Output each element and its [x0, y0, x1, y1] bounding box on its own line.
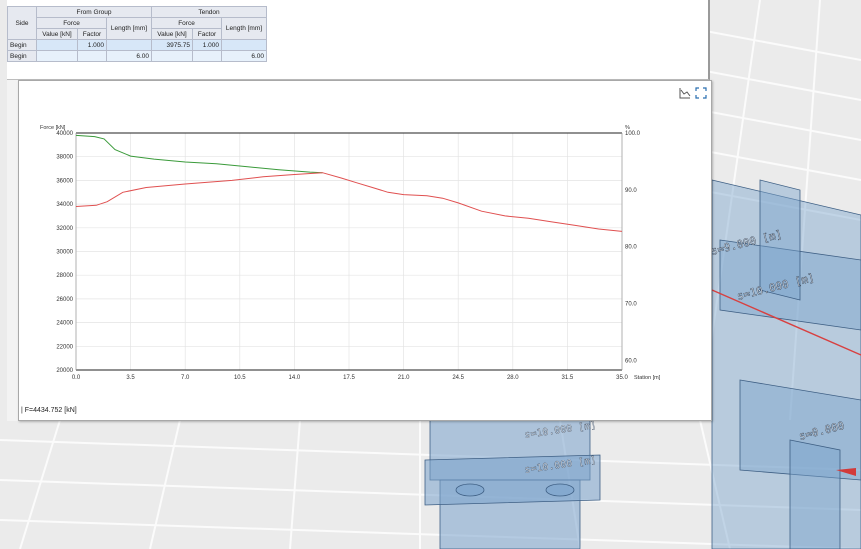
- x-tick-label: 21.0: [398, 375, 410, 381]
- series-line-1: [76, 135, 323, 172]
- x-axis-label: Station [m]: [634, 375, 661, 381]
- y-tick-label: 32000: [56, 226, 73, 232]
- y2-tick-label: 100.0: [625, 131, 641, 137]
- force-table: Side From Group Tendon Force Length [mm]…: [7, 6, 267, 62]
- x-tick-label: 31.5: [562, 375, 574, 381]
- from-value-header: Value [kN]: [37, 29, 78, 40]
- x-tick-label: 35.0: [616, 375, 628, 381]
- from-length-cell[interactable]: [107, 40, 152, 51]
- tendon-force-header: Force: [152, 18, 222, 29]
- from-value-cell[interactable]: [37, 40, 78, 51]
- tendon-factor-cell[interactable]: 1.000: [193, 40, 222, 51]
- from-factor-header: Factor: [78, 29, 107, 40]
- y2-axis-label: %: [625, 125, 630, 131]
- from-value-cell[interactable]: [37, 51, 78, 62]
- x-tick-label: 10.5: [234, 375, 246, 381]
- tendon-length-cell[interactable]: 6.00: [222, 51, 267, 62]
- side-header: Side: [8, 7, 37, 40]
- y-axis-label: Force [kN]: [40, 125, 66, 131]
- from-length-header: Length [mm]: [107, 18, 152, 40]
- y2-tick-label: 60.0: [625, 358, 637, 364]
- y2-tick-label: 90.0: [625, 188, 637, 194]
- y-tick-label: 38000: [56, 155, 73, 161]
- y-tick-label: 34000: [56, 202, 73, 208]
- force-table-panel: Side From Group Tendon Force Length [mm]…: [7, 0, 710, 80]
- x-tick-label: 14.0: [289, 375, 301, 381]
- x-tick-label: 24.5: [452, 375, 464, 381]
- force-chart-panel: 0.0 3.5 7.0 10.5 14.0 17.5 21.0 24.5 28.0 31.5 35.…: [18, 80, 712, 421]
- tendon-length-cell[interactable]: [222, 40, 267, 51]
- from-length-cell[interactable]: 6.00: [107, 51, 152, 62]
- y-tick-label: 20000: [56, 368, 73, 374]
- y2-tick-label: 70.0: [625, 302, 637, 308]
- x-tick-label: 17.5: [343, 375, 355, 381]
- from-force-header: Force: [37, 18, 107, 29]
- x-tick-label: 0.0: [72, 375, 81, 381]
- x-tick-label: 28.0: [507, 375, 519, 381]
- chart-icon[interactable]: [679, 87, 691, 99]
- y-tick-label: 36000: [56, 178, 73, 184]
- side-cell[interactable]: Begin: [8, 40, 37, 51]
- tendon-value-cell[interactable]: [152, 51, 193, 62]
- tendon-length-header: Length [mm]: [222, 18, 267, 40]
- y-tick-label: 40000: [56, 131, 73, 137]
- y-tick-label: 26000: [56, 297, 73, 303]
- y-tick-label: 30000: [56, 250, 73, 256]
- fullscreen-icon[interactable]: [695, 87, 707, 99]
- x-tick-label: 3.5: [126, 375, 135, 381]
- tendon-value-header: Value [kN]: [152, 29, 193, 40]
- from-factor-cell[interactable]: 1.000: [78, 40, 107, 51]
- y-tick-label: 22000: [56, 344, 73, 350]
- y2-tick-label: 80.0: [625, 245, 637, 251]
- tendon-factor-cell[interactable]: [193, 51, 222, 62]
- from-factor-cell[interactable]: [78, 51, 107, 62]
- force-chart[interactable]: 0.0 3.5 7.0 10.5 14.0 17.5 21.0 24.5 28.0 31.5 35.…: [19, 81, 711, 401]
- tendon-value-cell[interactable]: 3975.75: [152, 40, 193, 51]
- side-cell[interactable]: Begin: [8, 51, 37, 62]
- tendon-factor-header: Factor: [193, 29, 222, 40]
- y-tick-label: 28000: [56, 273, 73, 279]
- y-tick-label: 24000: [56, 321, 73, 327]
- table-row[interactable]: Begin 1.000 3975.75 1.000: [8, 40, 267, 51]
- x-tick-label: 7.0: [181, 375, 190, 381]
- from-group-header: From Group: [37, 7, 152, 18]
- tendon-header: Tendon: [152, 7, 267, 18]
- status-text: | F=4434.752 [kN]: [21, 407, 77, 414]
- table-row[interactable]: Begin 6.00 6.00: [8, 51, 267, 62]
